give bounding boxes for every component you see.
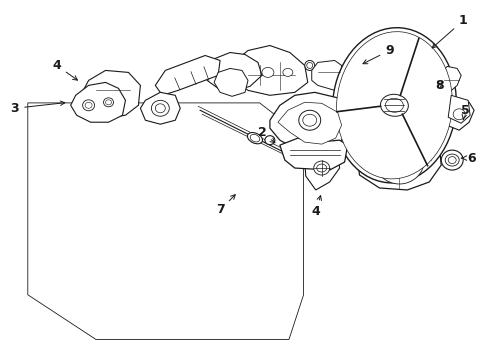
Text: 2: 2 bbox=[258, 126, 275, 143]
Polygon shape bbox=[214, 68, 248, 96]
Ellipse shape bbox=[448, 157, 456, 163]
Polygon shape bbox=[439, 67, 461, 92]
Ellipse shape bbox=[317, 164, 327, 172]
Text: 9: 9 bbox=[363, 44, 394, 64]
Ellipse shape bbox=[105, 100, 112, 105]
Polygon shape bbox=[358, 128, 441, 190]
Polygon shape bbox=[312, 60, 342, 90]
Ellipse shape bbox=[83, 100, 95, 111]
Ellipse shape bbox=[262, 67, 274, 77]
Text: 5: 5 bbox=[461, 104, 469, 120]
Polygon shape bbox=[278, 102, 342, 144]
Text: 6: 6 bbox=[461, 152, 475, 165]
Polygon shape bbox=[280, 138, 347, 170]
Text: 4: 4 bbox=[311, 195, 321, 219]
Ellipse shape bbox=[337, 32, 452, 179]
Polygon shape bbox=[305, 148, 340, 190]
Ellipse shape bbox=[103, 98, 114, 107]
Ellipse shape bbox=[314, 161, 330, 175]
Polygon shape bbox=[81, 71, 141, 118]
Text: 3: 3 bbox=[11, 101, 65, 115]
Text: 8: 8 bbox=[435, 79, 443, 92]
Ellipse shape bbox=[382, 144, 417, 176]
Polygon shape bbox=[445, 98, 474, 130]
Ellipse shape bbox=[250, 134, 260, 142]
Ellipse shape bbox=[453, 109, 465, 120]
Polygon shape bbox=[205, 53, 262, 90]
Ellipse shape bbox=[155, 104, 165, 113]
Ellipse shape bbox=[85, 102, 92, 108]
Ellipse shape bbox=[390, 151, 409, 169]
Polygon shape bbox=[155, 55, 220, 95]
Ellipse shape bbox=[333, 28, 456, 183]
Text: 7: 7 bbox=[216, 195, 235, 216]
Ellipse shape bbox=[305, 60, 315, 71]
Text: 4: 4 bbox=[52, 59, 77, 80]
Polygon shape bbox=[448, 95, 470, 123]
Ellipse shape bbox=[265, 136, 275, 145]
Ellipse shape bbox=[445, 154, 459, 166]
Ellipse shape bbox=[303, 114, 317, 126]
Ellipse shape bbox=[247, 132, 263, 144]
Ellipse shape bbox=[151, 100, 169, 116]
Ellipse shape bbox=[386, 98, 403, 112]
Ellipse shape bbox=[299, 110, 321, 130]
Ellipse shape bbox=[381, 94, 408, 116]
Ellipse shape bbox=[283, 68, 293, 76]
Text: 1: 1 bbox=[432, 14, 467, 48]
Polygon shape bbox=[270, 92, 352, 152]
Polygon shape bbox=[71, 82, 125, 122]
Ellipse shape bbox=[441, 150, 463, 170]
Ellipse shape bbox=[374, 136, 424, 184]
Ellipse shape bbox=[307, 62, 313, 68]
Polygon shape bbox=[141, 92, 180, 124]
Polygon shape bbox=[230, 45, 308, 95]
